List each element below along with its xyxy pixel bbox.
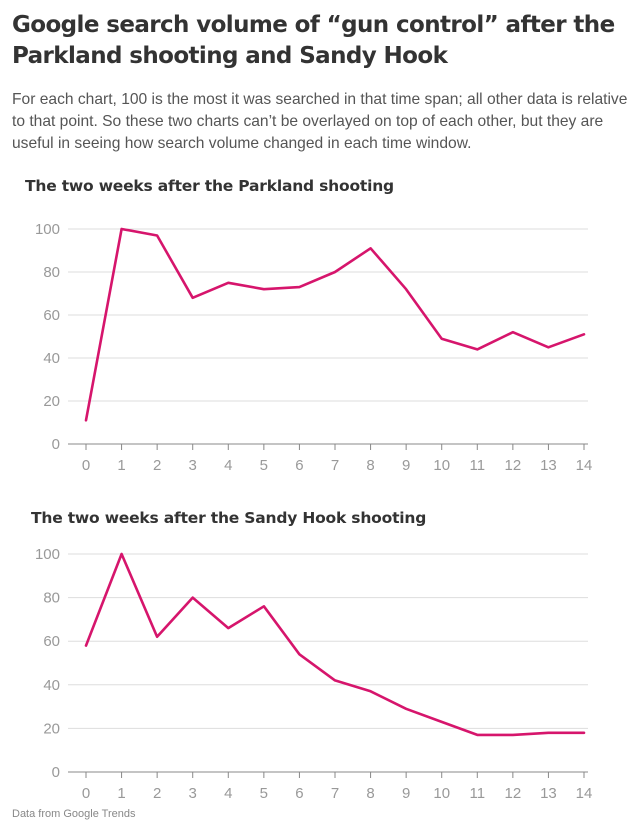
sandy-hook-y-tick-label: 0 <box>52 764 60 781</box>
parkland-x-tick-label: 12 <box>505 457 522 474</box>
chart-title-parkland: The two weeks after the Parkland shootin… <box>25 177 394 195</box>
parkland-x-tick-label: 13 <box>540 457 557 474</box>
parkland-x-tick-label: 6 <box>295 457 303 474</box>
parkland-x-tick-label: 8 <box>366 457 374 474</box>
sandy-hook-x-tick-label: 2 <box>153 785 161 802</box>
sandy-hook-x-tick-label: 14 <box>576 785 593 802</box>
source-note: Data from Google Trends <box>12 808 136 820</box>
parkland-x-tick-label: 4 <box>224 457 232 474</box>
parkland-x-tick-label: 3 <box>189 457 197 474</box>
sandy-hook-x-tick-label: 7 <box>331 785 339 802</box>
parkland-y-tick-label: 0 <box>52 436 60 453</box>
sandy-hook-x-tick-label: 1 <box>117 785 125 802</box>
sandy-hook-x-tick-label: 6 <box>295 785 303 802</box>
parkland-series-line <box>84 227 586 422</box>
parkland-x-tick-label: 7 <box>331 457 339 474</box>
sandy-hook-series-line <box>84 552 586 737</box>
parkland-x-tick-label: 10 <box>433 457 450 474</box>
sandy-hook-x-tick-label: 13 <box>540 785 557 802</box>
page-title: Google search volume of “gun control” af… <box>12 12 615 69</box>
sandy-hook-x-tick-label: 4 <box>224 785 232 802</box>
parkland-y-tick-label: 60 <box>43 307 60 324</box>
sandy-hook-y-tick-label: 40 <box>43 677 60 694</box>
sandy-hook-x-tick-label: 11 <box>469 785 485 802</box>
parkland-x-tick-label: 1 <box>117 457 125 474</box>
parkland-x-tick-label: 11 <box>469 457 485 474</box>
parkland-y-tick-label: 80 <box>43 264 60 281</box>
parkland-x-tick-label: 2 <box>153 457 161 474</box>
sandy-hook-x-tick-label: 0 <box>82 785 90 802</box>
parkland-y-tick-label: 100 <box>35 221 60 238</box>
sandy-hook-x-tick-label: 3 <box>189 785 197 802</box>
sandy-hook-x-tick-label: 5 <box>260 785 268 802</box>
page-description: For each chart, 100 is the most it was s… <box>12 91 628 152</box>
sandy-hook-y-tick-label: 60 <box>43 633 60 650</box>
parkland-x-tick-label: 14 <box>576 457 593 474</box>
sandy-hook-x-tick-label: 8 <box>366 785 374 802</box>
sandy-hook-x-tick-label: 12 <box>505 785 522 802</box>
sandy-hook-x-tick-label: 9 <box>402 785 410 802</box>
sandy-hook-x-tick-label: 10 <box>433 785 450 802</box>
parkland-x-tick-label: 5 <box>260 457 268 474</box>
sandy-hook-y-tick-label: 100 <box>35 546 60 563</box>
chart-title-sandy-hook: The two weeks after the Sandy Hook shoot… <box>31 509 427 527</box>
sandy-hook-y-tick-label: 80 <box>43 590 60 607</box>
sandy-hook-y-tick-label: 20 <box>43 720 60 737</box>
parkland-x-tick-label: 9 <box>402 457 410 474</box>
parkland-x-tick-label: 0 <box>82 457 90 474</box>
parkland-y-tick-label: 40 <box>43 350 60 367</box>
parkland-y-tick-label: 20 <box>43 393 60 410</box>
